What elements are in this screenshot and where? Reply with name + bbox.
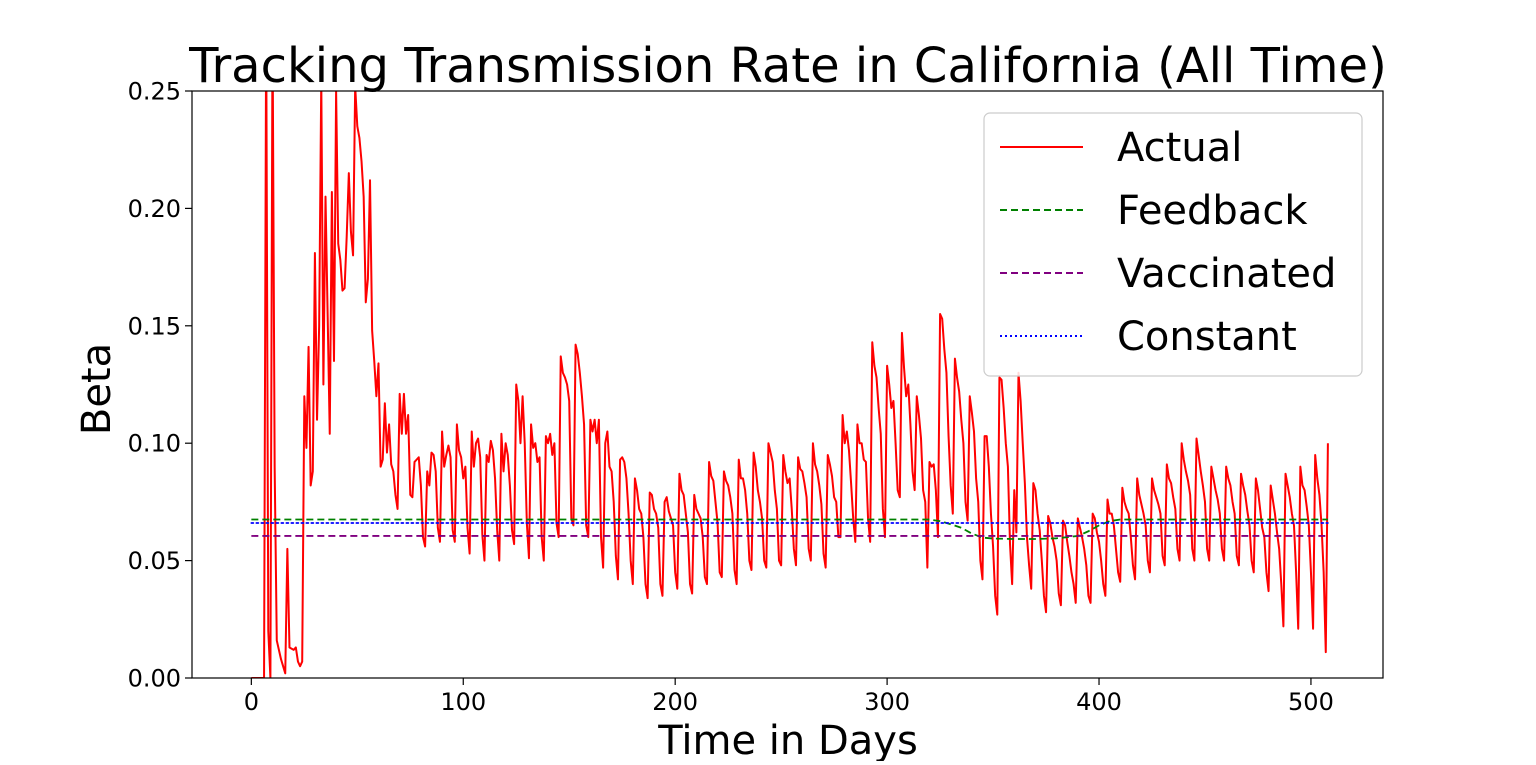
y-tick-label: 0.10: [128, 430, 181, 458]
y-tick-label: 0.25: [128, 78, 181, 106]
y-tick-label: 0.20: [128, 195, 181, 223]
y-axis: 0.00 0.05 0.10 0.15 0.20 0.25: [128, 78, 192, 693]
x-tick-label: 500: [1288, 688, 1334, 716]
x-axis: 0 100 200 300 400 500: [244, 678, 1334, 716]
legend-label-constant: Constant: [1117, 314, 1297, 360]
plot-frame: [191, 90, 1384, 679]
x-tick-label: 0: [244, 688, 259, 716]
y-axis-label: Beta: [74, 343, 120, 435]
y-tick-label: 0.05: [128, 547, 181, 575]
legend-label-feedback: Feedback: [1117, 188, 1308, 234]
x-tick-label: 100: [440, 688, 486, 716]
legend-label-actual: Actual: [1117, 125, 1242, 171]
legend: Actual Feedback Vaccinated Constant: [983, 112, 1363, 377]
plot-area: [250, 91, 1329, 678]
legend-label-vaccinated: Vaccinated: [1117, 251, 1336, 297]
x-axis-label: Time in Days: [657, 718, 918, 761]
chart-title: Tracking Transmission Rate in California…: [188, 38, 1387, 94]
y-tick-label: 0.15: [128, 312, 181, 340]
y-tick-label: 0.00: [128, 665, 181, 693]
legend-box: [983, 112, 1363, 377]
x-tick-label: 400: [1076, 688, 1122, 716]
series-line-actual: [251, 91, 1329, 678]
x-tick-label: 300: [864, 688, 910, 716]
x-tick-label: 200: [652, 688, 698, 716]
